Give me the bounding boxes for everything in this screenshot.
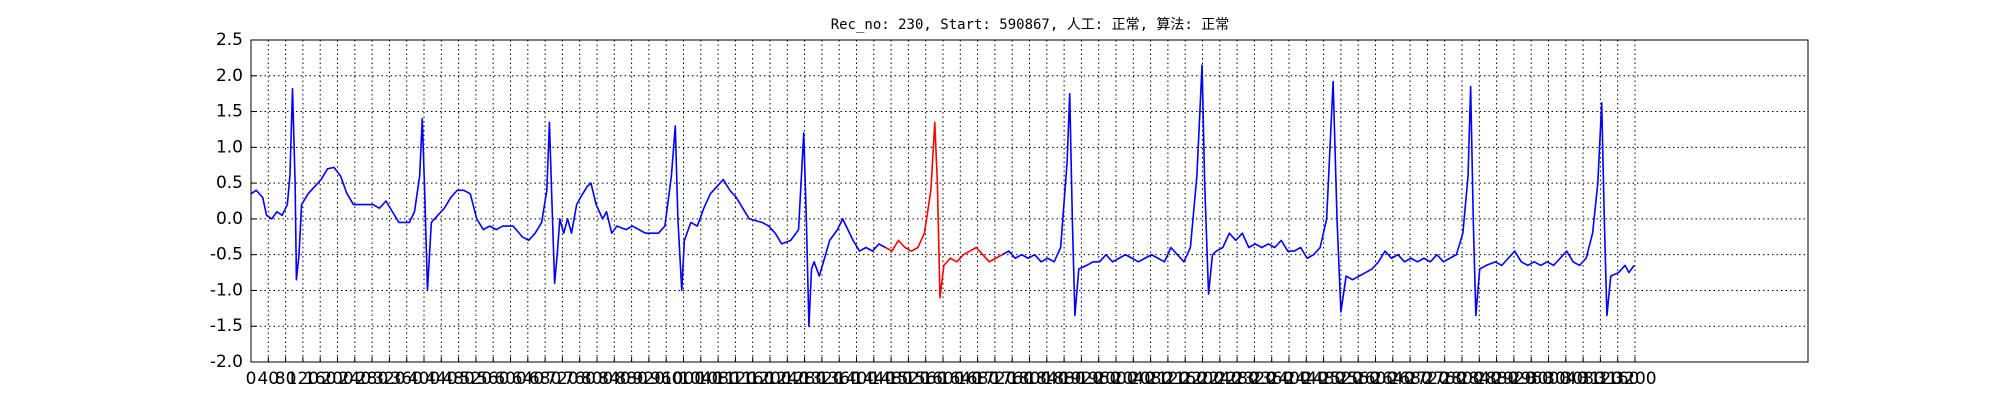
y-tick-label: 1.0 xyxy=(216,137,243,157)
x-tick-label: 440 xyxy=(425,369,457,389)
x-tick-label: 2200 xyxy=(1181,369,1224,389)
ecg-line xyxy=(1001,64,1635,317)
x-tick-label: 1680 xyxy=(956,369,999,389)
x-tick-label: 960 xyxy=(650,369,682,389)
x-tick-label: 360 xyxy=(390,369,422,389)
x-tick-label: 760 xyxy=(563,369,595,389)
x-tick-label: 240 xyxy=(339,369,371,389)
x-tick-label: 1480 xyxy=(869,369,912,389)
x-tick-label: 600 xyxy=(494,369,526,389)
x-tick-label: 3200 xyxy=(1613,369,1656,389)
x-tick-label: 2240 xyxy=(1198,369,1241,389)
x-tick-label: 160 xyxy=(304,369,336,389)
x-tick-label: 1080 xyxy=(696,369,739,389)
x-tick-label: 2680 xyxy=(1388,369,1431,389)
x-tick-label: 2040 xyxy=(1112,369,1155,389)
x-tick-label: 1960 xyxy=(1077,369,1120,389)
x-tick-label: 520 xyxy=(460,369,492,389)
x-tick-label: 480 xyxy=(442,369,474,389)
x-tick-label: 3080 xyxy=(1561,369,1604,389)
x-tick-label: 2360 xyxy=(1250,369,1293,389)
x-tick-label: 720 xyxy=(546,369,578,389)
x-tick-label: 120 xyxy=(287,369,319,389)
x-tick-label: 0 xyxy=(246,369,257,389)
x-tick-label: 1440 xyxy=(852,369,895,389)
y-tick-label: -1.0 xyxy=(210,280,243,300)
x-tick-label: 2440 xyxy=(1285,369,1328,389)
x-tick-label: 560 xyxy=(477,369,509,389)
x-tick-label: 2520 xyxy=(1319,369,1362,389)
x-tick-label: 2840 xyxy=(1458,369,1501,389)
x-tick-label: 1280 xyxy=(783,369,826,389)
plot-frame xyxy=(250,39,1809,363)
x-tick-label: 880 xyxy=(615,369,647,389)
x-tick-label: 1160 xyxy=(731,369,774,389)
x-tick-label: 80 xyxy=(275,369,297,389)
x-tick-label: 3040 xyxy=(1544,369,1587,389)
x-tick-label: 280 xyxy=(356,369,388,389)
x-tick-label: 3160 xyxy=(1596,369,1639,389)
y-tick-label: 2.5 xyxy=(216,30,243,50)
x-tick-label: 1400 xyxy=(835,369,878,389)
y-tick-label: 1.5 xyxy=(216,102,243,122)
x-tick-label: 2600 xyxy=(1354,369,1397,389)
x-tick-label: 1640 xyxy=(939,369,982,389)
x-tick-label: 1120 xyxy=(714,369,757,389)
y-tick-label: 0.5 xyxy=(216,173,243,193)
x-tick-label: 200 xyxy=(321,369,353,389)
x-tick-label: 1240 xyxy=(766,369,809,389)
x-tick-label: 680 xyxy=(529,369,561,389)
x-tick-label: 1600 xyxy=(921,369,964,389)
x-tick-label: 1720 xyxy=(973,369,1016,389)
x-tick-label: 800 xyxy=(581,369,613,389)
x-tick-label: 2800 xyxy=(1440,369,1483,389)
x-tick-label: 920 xyxy=(633,369,665,389)
x-tick-label: 3000 xyxy=(1527,369,1570,389)
chart-title: Rec_no: 230, Start: 590867, 人工: 正常, 算法: … xyxy=(831,17,1230,33)
x-tick-label: 2160 xyxy=(1164,369,1207,389)
x-tick-label: 1520 xyxy=(887,369,930,389)
x-tick-label: 400 xyxy=(408,369,440,389)
x-tick-label: 2080 xyxy=(1129,369,1172,389)
x-tick-label: 1800 xyxy=(1008,369,1051,389)
x-tick-label: 1880 xyxy=(1042,369,1085,389)
x-tick-label: 2120 xyxy=(1146,369,1189,389)
x-tick-label: 1200 xyxy=(748,369,791,389)
x-tick-label: 320 xyxy=(373,369,405,389)
x-tick-label: 1920 xyxy=(1060,369,1103,389)
x-tick-label: 1000 xyxy=(662,369,705,389)
x-tick-label: 2880 xyxy=(1475,369,1518,389)
y-tick-label: -0.5 xyxy=(210,245,243,265)
x-tick-label: 1560 xyxy=(904,369,947,389)
x-tick-label: 2960 xyxy=(1510,369,1553,389)
y-tick-label: 0.0 xyxy=(216,209,243,229)
x-tick-label: 2760 xyxy=(1423,369,1466,389)
x-tick-label: 840 xyxy=(598,369,630,389)
ecg-line xyxy=(885,121,1003,299)
x-tick-label: 1040 xyxy=(679,369,722,389)
x-tick-label: 1840 xyxy=(1025,369,1068,389)
x-tick-label: 1360 xyxy=(818,369,861,389)
x-tick-label: 2720 xyxy=(1406,369,1449,389)
ecg-line xyxy=(250,87,886,328)
x-tick-label: 3120 xyxy=(1579,369,1622,389)
x-tick-label: 2000 xyxy=(1094,369,1137,389)
y-tick-label: 2.0 xyxy=(216,66,243,86)
x-tick-label: 640 xyxy=(512,369,544,389)
x-tick-label: 2560 xyxy=(1337,369,1380,389)
x-tick-label: 2320 xyxy=(1233,369,1276,389)
x-tick-label: 2480 xyxy=(1302,369,1345,389)
y-tick-label: -1.5 xyxy=(210,316,243,336)
x-tick-label: 2640 xyxy=(1371,369,1414,389)
x-tick-label: 2400 xyxy=(1267,369,1310,389)
y-tick-label: -2.0 xyxy=(210,352,243,372)
x-tick-label: 2920 xyxy=(1492,369,1535,389)
x-tick-label: 1760 xyxy=(991,369,1034,389)
x-tick-label: 1320 xyxy=(800,369,843,389)
x-tick-label: 2280 xyxy=(1215,369,1258,389)
x-tick-label: 40 xyxy=(257,369,279,389)
